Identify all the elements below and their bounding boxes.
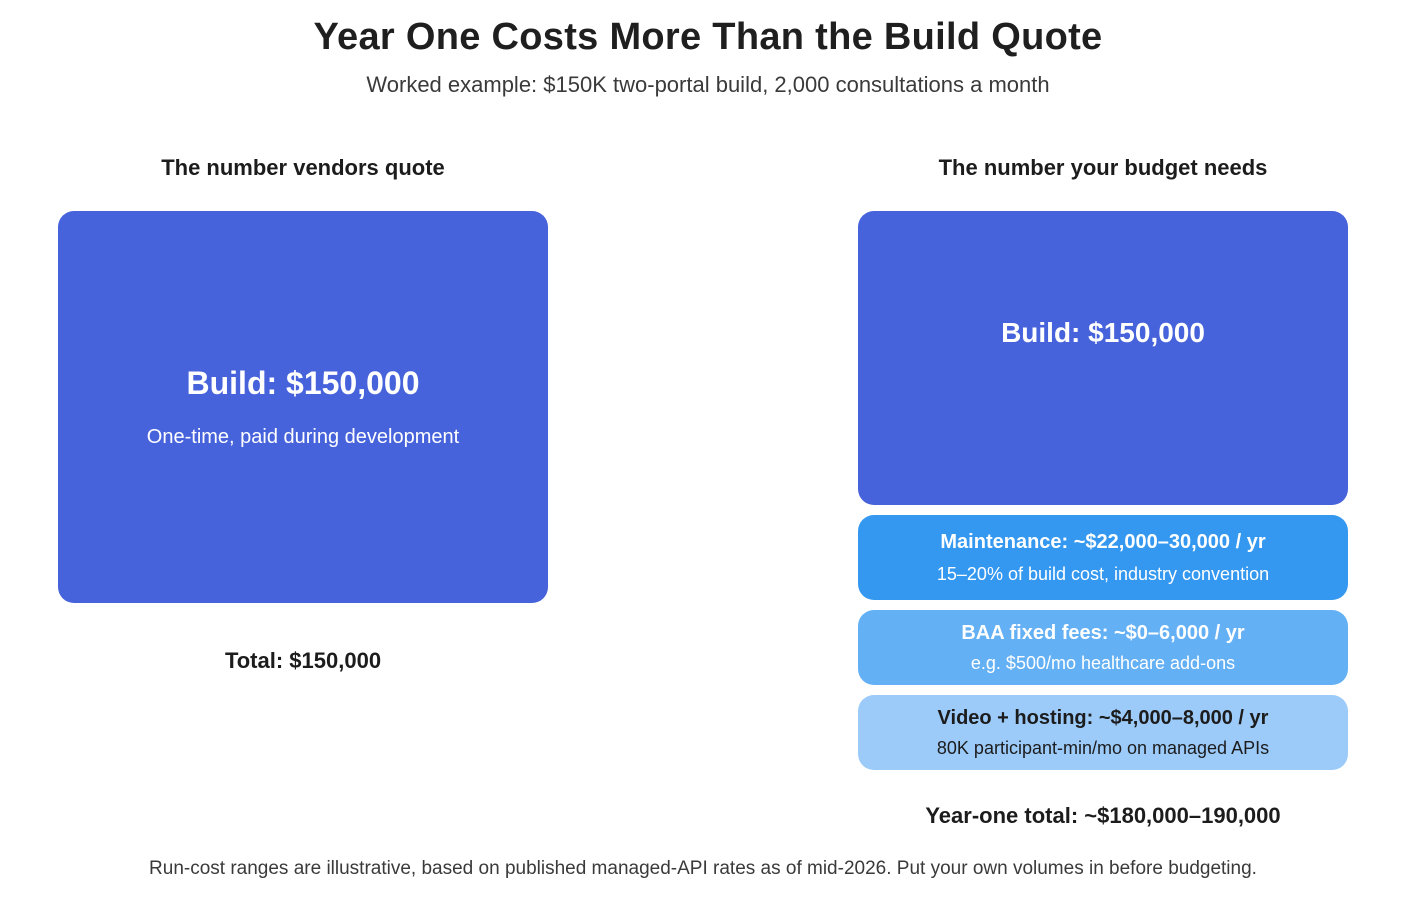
baa-fees-note: e.g. $500/mo healthcare add-ons xyxy=(970,652,1236,673)
page-subtitle: Worked example: $150K two-portal build, … xyxy=(366,72,1050,97)
page-title: Year One Costs More Than the Build Quote xyxy=(313,16,1103,58)
baa-fees-block: BAA fixed fees: ~$0–6,000 / yr e.g. $500… xyxy=(858,610,1348,685)
budget-build-label: Build: $150,000 xyxy=(1001,317,1205,348)
vendor-build-label: Build: $150,000 xyxy=(186,365,420,401)
maintenance-note: 15–20% of build cost, industry conventio… xyxy=(936,563,1270,584)
vendor-total: Total: $150,000 xyxy=(224,648,382,673)
baa-fees-label: BAA fixed fees: ~$0–6,000 / yr xyxy=(961,621,1245,644)
video-hosting-label: Video + hosting: ~$4,000–8,000 / yr xyxy=(937,706,1269,729)
maintenance-block: Maintenance: ~$22,000–30,000 / yr 15–20%… xyxy=(858,515,1348,600)
footnote: Run-cost ranges are illustrative, based … xyxy=(149,858,1257,879)
maintenance-label: Maintenance: ~$22,000–30,000 / yr xyxy=(940,530,1266,553)
budget-build-block: Build: $150,000 xyxy=(858,211,1348,505)
right-column-heading: The number your budget needs xyxy=(938,155,1268,180)
video-hosting-note: 80K participant-min/mo on managed APIs xyxy=(936,737,1270,758)
vendor-build-note: One-time, paid during development xyxy=(146,426,460,448)
year-one-total: Year-one total: ~$180,000–190,000 xyxy=(925,803,1281,828)
video-hosting-block: Video + hosting: ~$4,000–8,000 / yr 80K … xyxy=(858,695,1348,770)
vendor-build-block: Build: $150,000 One-time, paid during de… xyxy=(58,211,548,603)
left-column-heading: The number vendors quote xyxy=(161,155,445,180)
